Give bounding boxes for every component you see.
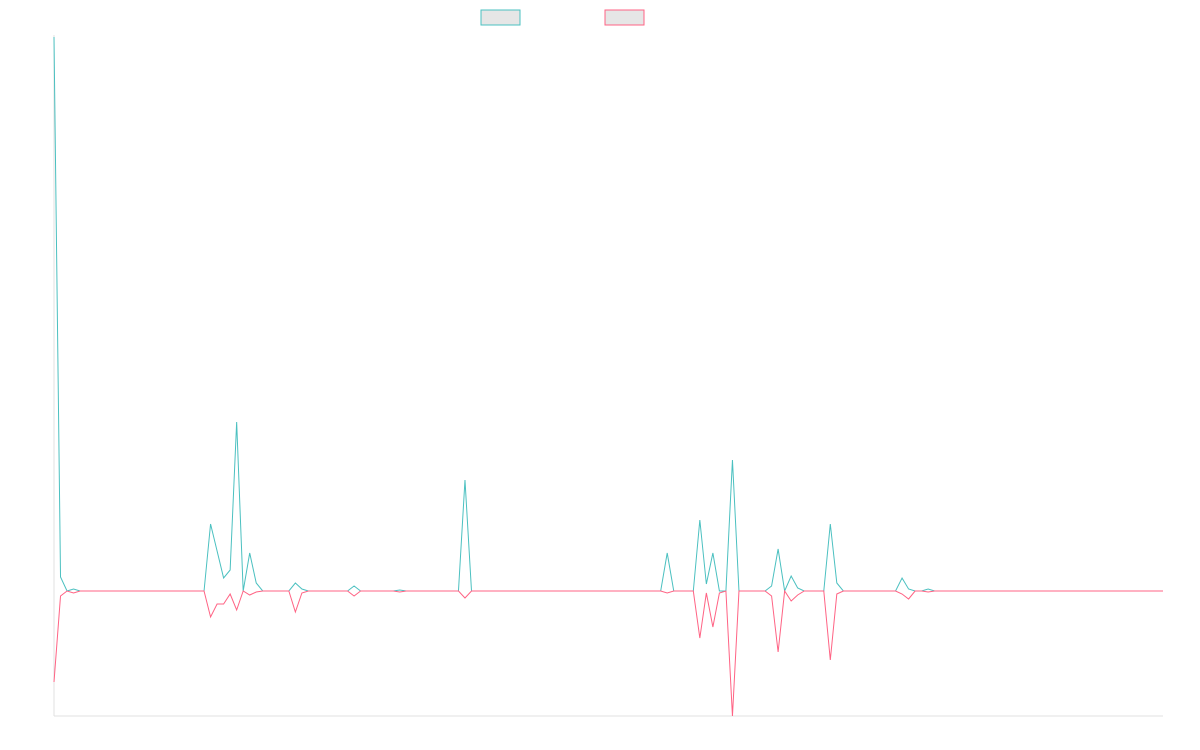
line-series [53,589,1163,717]
legend-swatch [604,9,645,26]
legend-swatch [480,9,521,26]
line-series [53,36,1163,593]
